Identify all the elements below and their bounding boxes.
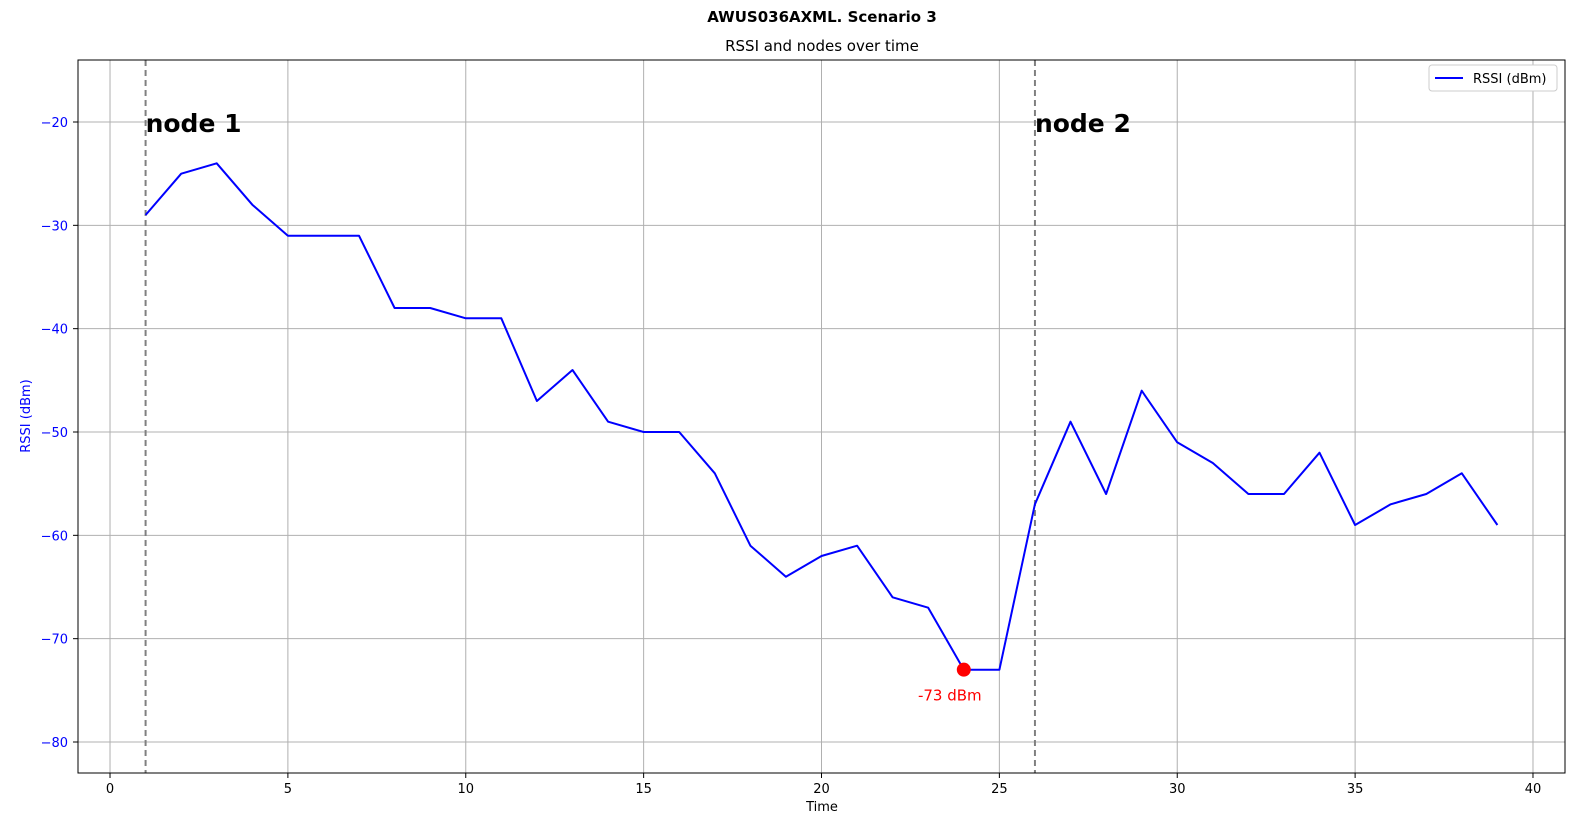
min-rssi-point: [956, 662, 971, 677]
y-tick-label: −60: [41, 529, 68, 544]
x-tick-label: 5: [284, 782, 292, 797]
node-markers: node 1 node 2: [144, 60, 1131, 773]
legend: RSSI (dBm): [1428, 64, 1558, 92]
grid: [78, 60, 1565, 773]
x-tick-label: 35: [1347, 782, 1364, 797]
x-tick-label: 0: [106, 782, 114, 797]
series-line-rssi: [144, 162, 1499, 671]
node-label: node 1: [146, 109, 242, 138]
x-tick-label: 15: [635, 782, 652, 797]
min-rssi-label: -73 dBm: [918, 687, 982, 705]
x-tick-label: 10: [457, 782, 474, 797]
y-tick-label: −70: [41, 633, 68, 648]
y-tick-label: −30: [41, 219, 68, 234]
node-label: node 2: [1035, 109, 1131, 138]
series-layer: -73 dBm: [144, 162, 1499, 705]
legend-box: [1428, 64, 1558, 92]
y-tick-label: −50: [41, 426, 68, 441]
x-axis-label: Time: [805, 800, 838, 813]
legend-label-rssi: RSSI (dBm): [1473, 72, 1546, 87]
x-tick-label: 40: [1525, 782, 1542, 797]
chart-title: RSSI and nodes over time: [725, 37, 919, 55]
y-axis-ticks: −80 −70 −60 −50 −40 −30 −20: [41, 116, 78, 751]
x-tick-label: 25: [991, 782, 1008, 797]
y-tick-label: −80: [41, 736, 68, 751]
x-tick-label: 30: [1169, 782, 1186, 797]
y-tick-label: −40: [41, 323, 68, 338]
y-axis-label: RSSI (dBm): [19, 379, 34, 452]
x-tick-label: 20: [813, 782, 830, 797]
x-axis-ticks: 0 5 10 15 20 25 30 35 40: [106, 773, 1541, 797]
chart-suptitle: AWUS036AXML. Scenario 3: [707, 8, 937, 26]
y-tick-label: −20: [41, 116, 68, 131]
